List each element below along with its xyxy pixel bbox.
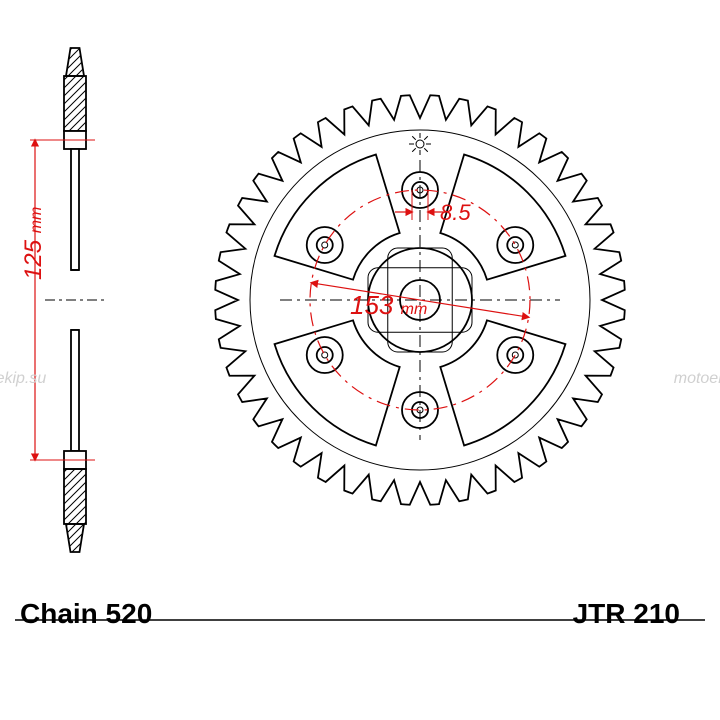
- bcd-dim-label: 153 mm: [350, 290, 427, 321]
- height-dim-label: 125 mm: [20, 207, 48, 280]
- side-profile-view: [45, 48, 105, 552]
- chain-spec-label: Chain 520: [20, 598, 152, 630]
- bolt-hole-dim-label: 8.5: [440, 200, 471, 226]
- part-number-label: JTR 210: [573, 598, 680, 630]
